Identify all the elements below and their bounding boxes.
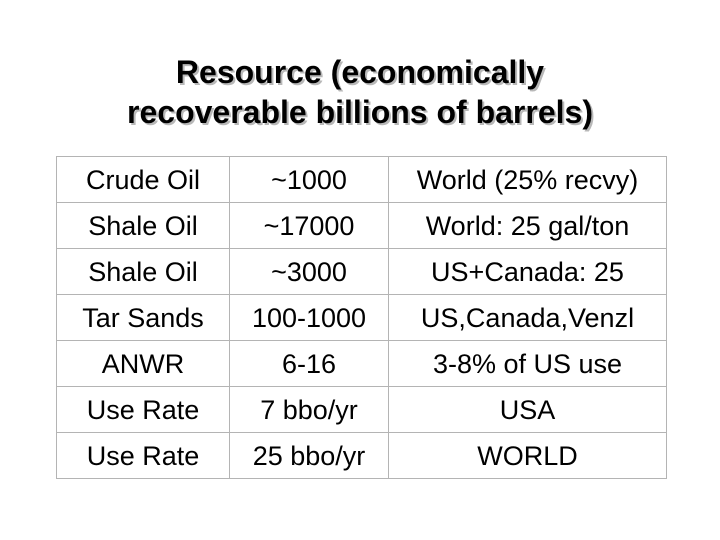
table-row: Use Rate 7 bbo/yr USA xyxy=(56,386,667,433)
table-row: Use Rate 25 bbo/yr WORLD xyxy=(56,432,667,479)
table-row: Shale Oil ~17000 World: 25 gal/ton xyxy=(56,202,667,249)
table-cell-resource: Crude Oil xyxy=(56,156,230,203)
table-row: Shale Oil ~3000 US+Canada: 25 xyxy=(56,248,667,295)
slide-title: Resource (economically recoverable billi… xyxy=(0,52,720,132)
slide-title-line-2: recoverable billions of barrels) xyxy=(127,94,593,130)
table-cell-resource: Use Rate xyxy=(56,386,230,433)
table-cell-amount: 7 bbo/yr xyxy=(229,386,389,433)
table-row: ANWR 6-16 3-8% of US use xyxy=(56,340,667,387)
table-row: Tar Sands 100-1000 US,Canada,Venzl xyxy=(56,294,667,341)
table-cell-resource: Tar Sands xyxy=(56,294,230,341)
table-cell-amount: 25 bbo/yr xyxy=(229,432,389,479)
table-cell-resource: Use Rate xyxy=(56,432,230,479)
table-cell-amount: ~1000 xyxy=(229,156,389,203)
table-cell-amount: ~3000 xyxy=(229,248,389,295)
table-cell-note: WORLD xyxy=(388,432,667,479)
slide-title-line-1: Resource (economically xyxy=(175,54,545,90)
table-cell-resource: Shale Oil xyxy=(56,248,230,295)
table-cell-amount: ~17000 xyxy=(229,202,389,249)
table-cell-note: 3-8% of US use xyxy=(388,340,667,387)
table-cell-note: USA xyxy=(388,386,667,433)
resource-table: Crude Oil ~1000 World (25% recvy) Shale … xyxy=(56,156,667,479)
table-cell-amount: 100-1000 xyxy=(229,294,389,341)
table-row: Crude Oil ~1000 World (25% recvy) xyxy=(56,156,667,203)
table-cell-note: US+Canada: 25 xyxy=(388,248,667,295)
table-cell-resource: Shale Oil xyxy=(56,202,230,249)
table-cell-note: World: 25 gal/ton xyxy=(388,202,667,249)
table-cell-resource: ANWR xyxy=(56,340,230,387)
table-cell-note: US,Canada,Venzl xyxy=(388,294,667,341)
table-cell-note: World (25% recvy) xyxy=(388,156,667,203)
table-cell-amount: 6-16 xyxy=(229,340,389,387)
